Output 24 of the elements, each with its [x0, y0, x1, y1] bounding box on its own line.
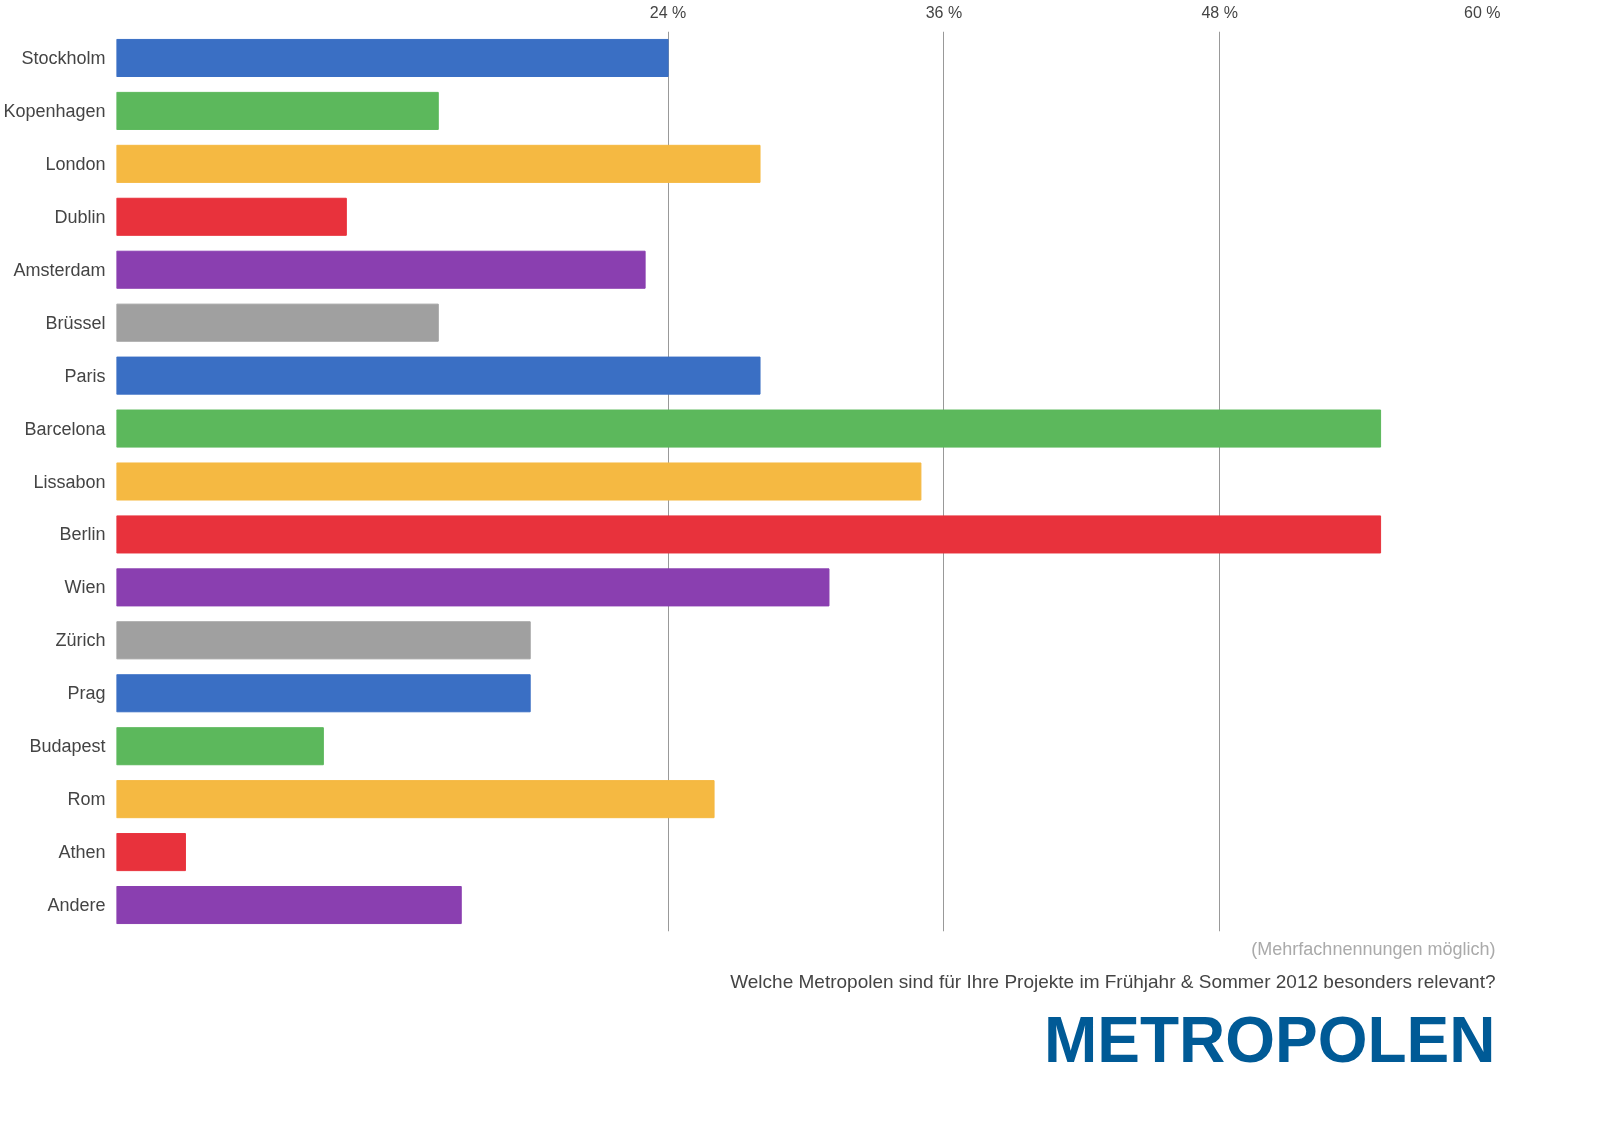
- y-tick-label: Kopenhagen: [3, 100, 106, 121]
- y-tick-label: Berlin: [59, 524, 106, 545]
- y-tick-label: Lissabon: [33, 471, 106, 492]
- text: METROPOLEN: [1043, 1003, 1496, 1076]
- y-tick-label: Budapest: [29, 736, 106, 757]
- text: (Mehrfachnennungen möglich): [1251, 938, 1496, 959]
- x-tick-label: 48 %: [1201, 3, 1238, 21]
- y-tick-label: London: [45, 153, 106, 174]
- y-tick-label: Dublin: [54, 206, 106, 227]
- x-tick-label: 60 %: [1464, 3, 1501, 21]
- text: Welche Metropolen sind für Ihre Projekte im Frühjahr & Sommer 2012 besonders relevant?: [730, 970, 1496, 992]
- y-tick-label: Prag: [67, 683, 106, 704]
- x-tick-label: 36 %: [925, 3, 963, 21]
- y-tick-label: Wien: [64, 577, 106, 598]
- y-tick-label: Amsterdam: [13, 259, 106, 280]
- y-tick-label: Paris: [64, 365, 106, 386]
- y-tick-label: Athen: [58, 842, 106, 863]
- y-tick-label: Andere: [47, 895, 106, 916]
- y-tick-label: Barcelona: [24, 418, 107, 439]
- y-tick-label: Zürich: [55, 630, 106, 651]
- x-tick-label: 24 %: [649, 3, 687, 21]
- y-tick-label: Brüssel: [45, 312, 106, 333]
- y-tick-label: Stockholm: [21, 47, 106, 68]
- y-tick-label: Rom: [67, 789, 106, 810]
